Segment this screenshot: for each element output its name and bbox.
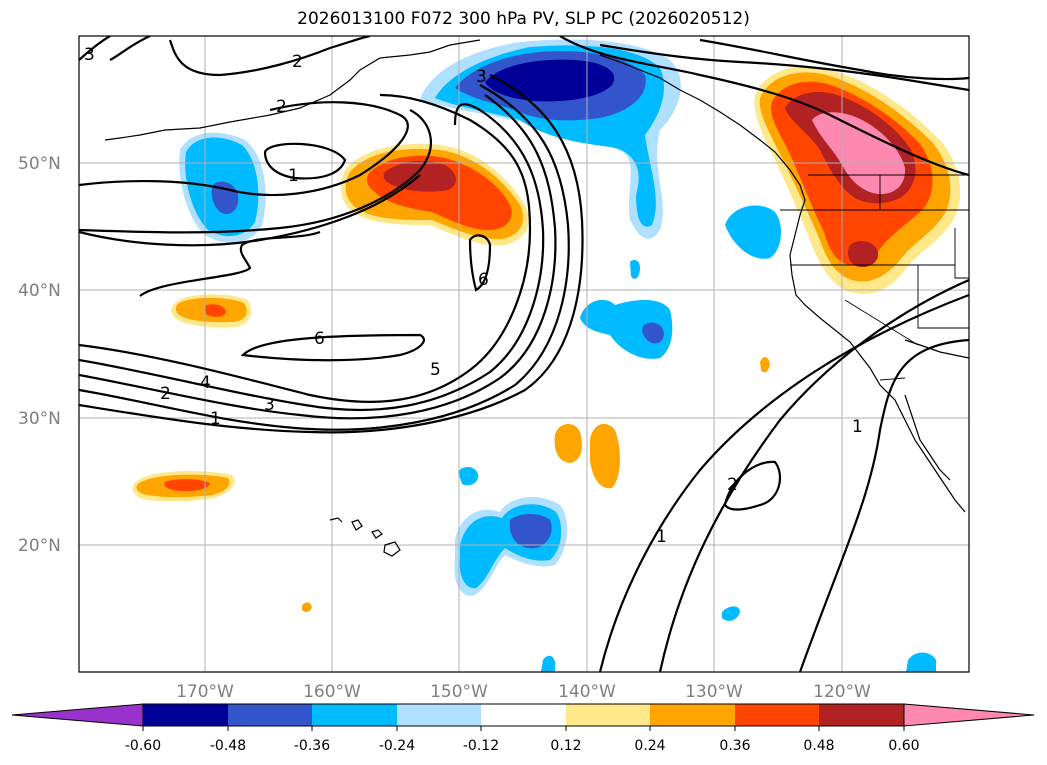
colorbar-tick-label: 0.60 — [888, 738, 919, 754]
colorbar-segment — [819, 704, 904, 726]
colorbar-ticks: -0.60 -0.48 -0.36 -0.24 -0.12 0.12 0.24 … — [125, 726, 920, 754]
pv-negative-region — [580, 299, 673, 359]
slp-contours — [79, 36, 969, 672]
lat-label: 20°N — [18, 536, 61, 556]
colorbar-tick-label: -0.48 — [210, 738, 246, 754]
colorbar-extend-high — [903, 703, 1035, 727]
contour-label: 2 — [727, 475, 738, 495]
contour-label: 1 — [210, 409, 221, 429]
colorbar-segment — [228, 704, 312, 726]
contour-label: 1 — [656, 527, 667, 547]
contour-label: 2 — [276, 97, 287, 117]
contour-label: 3 — [264, 395, 275, 415]
contour-label: 6 — [314, 329, 325, 349]
colorbar-segment — [481, 704, 566, 726]
political-borders — [780, 174, 969, 381]
lat-labels: 50°N 40°N 30°N 20°N — [18, 154, 61, 556]
lat-label: 50°N — [18, 154, 61, 174]
contour-label: 3 — [84, 45, 95, 65]
map-frame — [78, 35, 970, 673]
pv-fill-layer — [132, 39, 961, 672]
colorbar-tick-label: 0.24 — [634, 738, 665, 754]
lon-label: 150°W — [430, 682, 488, 702]
contour-labels: 3 2 2 1 6 6 5 4 3 2 1 3 1 2 1 — [84, 45, 863, 547]
contour-label: 2 — [160, 384, 171, 404]
colorbar-tick-label: -0.36 — [294, 738, 330, 754]
colorbar-tick-label: -0.24 — [379, 738, 415, 754]
colorbar-segment — [312, 704, 397, 726]
colorbar-tick-label: 0.12 — [550, 738, 581, 754]
colorbar-tick-label: -0.60 — [125, 738, 161, 754]
contour-label: 1 — [852, 417, 863, 437]
contour-label: 4 — [200, 373, 211, 393]
lon-label: 120°W — [813, 682, 871, 702]
pv-positive-region — [554, 424, 582, 463]
lat-label: 40°N — [18, 281, 61, 301]
colorbar-segment — [143, 704, 228, 726]
colorbar-segment — [566, 704, 650, 726]
lon-label: 140°W — [558, 682, 616, 702]
contour-label: 1 — [288, 166, 299, 186]
lon-label: 170°W — [176, 682, 234, 702]
contour-label: 2 — [292, 52, 303, 72]
map-title: 2026013100 F072 300 hPa PV, SLP PC (2026… — [297, 9, 750, 29]
colorbar-tick-label: -0.12 — [463, 738, 499, 754]
contour-label: 5 — [430, 360, 441, 380]
colorbar-segment — [397, 704, 481, 726]
colorbar-tick-label: 0.36 — [719, 738, 750, 754]
colorbar: -0.60 -0.48 -0.36 -0.24 -0.12 0.12 0.24 … — [11, 703, 1035, 754]
contour-label: 3 — [476, 67, 487, 87]
lat-label: 30°N — [18, 409, 61, 429]
colorbar-segment — [650, 704, 735, 726]
coastlines — [104, 39, 969, 557]
pv-negative-region — [725, 205, 782, 259]
colorbar-tick-label: 0.48 — [803, 738, 834, 754]
lon-labels: 170°W 160°W 150°W 140°W 130°W 120°W — [176, 682, 871, 702]
colorbar-segment — [735, 704, 819, 726]
contour-label: 6 — [478, 270, 489, 290]
lon-label: 160°W — [303, 682, 361, 702]
colorbar-extend-low — [11, 703, 144, 727]
lon-label: 130°W — [685, 682, 743, 702]
